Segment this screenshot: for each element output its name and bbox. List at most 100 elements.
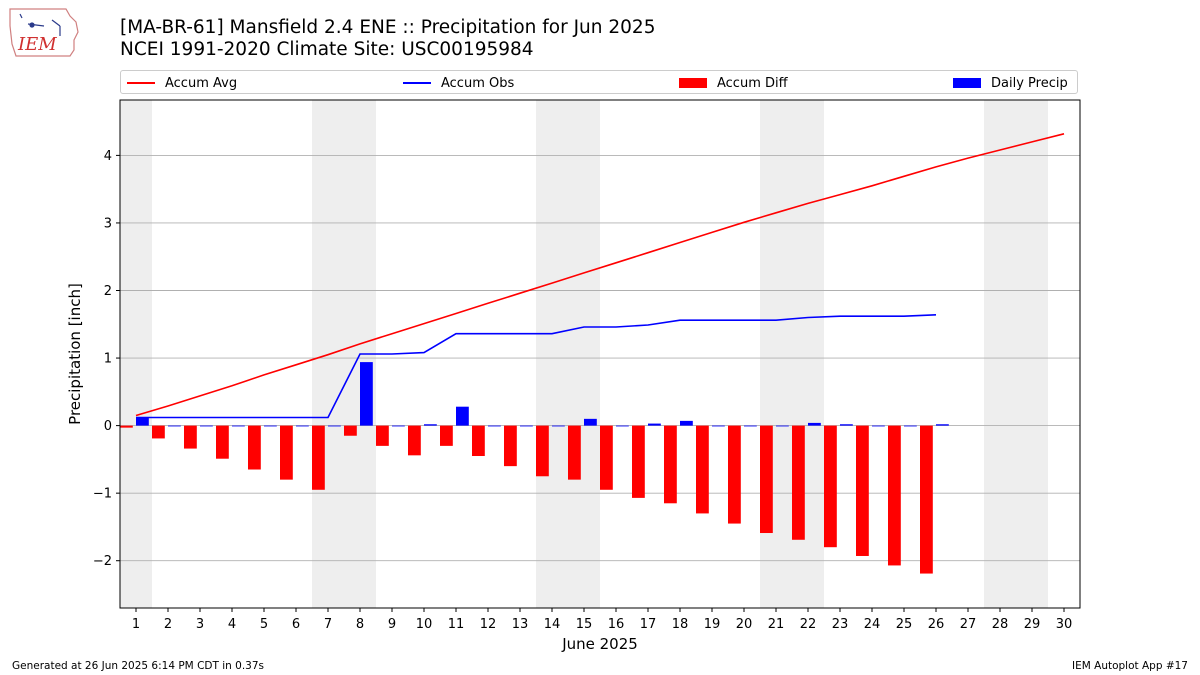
daily-precip-bar [584,418,597,426]
accum-diff-bar [344,425,357,436]
x-tick-label: 18 [672,617,689,632]
x-tick-label: 23 [832,617,849,632]
y-axis-label: Precipitation [inch] [66,283,84,425]
x-tick-label: 24 [864,617,881,632]
accum-diff-bar [248,425,261,470]
accum-diff-bar [856,425,869,556]
legend-label: Daily Precip [991,75,1068,91]
accum-diff-bar [920,425,933,574]
daily-precip-bar [200,425,213,427]
logo-text: IEM [17,34,57,55]
accum-diff-bar [728,425,741,524]
legend-label: Accum Avg [165,75,238,91]
daily-precip-bar [136,417,149,426]
accum-diff-bar [184,425,197,449]
daily-precip-bar [680,420,693,426]
accum-diff-bar [600,425,613,490]
legend-label: Accum Obs [441,75,515,91]
x-tick-label: 9 [388,617,396,632]
daily-precip-bar [168,425,181,427]
x-tick-label: 1 [132,617,140,632]
legend-item-accum-obs: Accum Obs [403,74,514,92]
accum-diff-bar [792,425,805,540]
x-tick-label: 10 [416,617,433,632]
daily-precip-bar [776,425,789,427]
x-tick-label: 5 [260,617,268,632]
accum-diff-bar [216,425,229,459]
accum-diff-bar [408,425,421,456]
legend-swatch [127,82,155,84]
weekend-band [984,100,1048,608]
accum-diff-bar [120,425,133,428]
accum-diff-bar [632,425,645,498]
daily-precip-bar [328,425,341,427]
accum-diff-bar [760,425,773,534]
x-tick-label: 26 [928,617,945,632]
legend-swatch [403,82,431,84]
iem-logo: IEM [8,6,82,62]
chart-title: [MA-BR-61] Mansfield 2.4 ENE :: Precipit… [120,17,655,61]
x-tick-label: 14 [544,617,561,632]
title-line-2: NCEI 1991-2020 Climate Site: USC00195984 [120,39,534,60]
accum-diff-bar [312,425,325,490]
accum-diff-bar [824,425,837,548]
accum-diff-bar [504,425,517,467]
daily-precip-bar [744,425,757,427]
legend-item-daily-precip: Daily Precip [953,74,1068,92]
daily-precip-bar [904,425,917,427]
daily-precip-bar [360,362,373,426]
x-tick-label: 25 [896,617,913,632]
x-tick-label: 17 [640,617,657,632]
accum-diff-bar [472,425,485,457]
legend-item-accum-diff: Accum Diff [679,74,788,92]
accum-diff-bar [280,425,293,480]
daily-precip-bar [616,425,629,427]
accum-obs-line [136,314,937,419]
daily-precip-bar [296,425,309,427]
x-axis-label: June 2025 [561,635,638,653]
accum-diff-bar [152,425,165,439]
accum-diff-bar [568,425,581,480]
x-tick-label: 6 [292,617,300,632]
daily-precip-bar [520,425,533,427]
daily-precip-bar [232,425,245,427]
accum-diff-bar [440,425,453,446]
daily-precip-bar [648,423,661,426]
legend-label: Accum Diff [717,75,788,91]
y-tick-label: 4 [104,149,112,164]
legend-swatch [953,78,981,88]
footer-app: IEM Autoplot App #17 [1072,660,1188,672]
daily-precip-bar [840,424,853,426]
x-tick-label: 20 [736,617,753,632]
y-tick-label: −1 [93,487,112,502]
x-tick-label: 29 [1024,617,1041,632]
x-tick-label: 16 [608,617,625,632]
accum-avg-line [135,133,1065,417]
x-tick-label: 13 [512,617,529,632]
x-tick-label: 21 [768,617,785,632]
y-tick-label: 1 [104,352,112,367]
y-tick-label: 0 [104,419,112,434]
x-tick-label: 11 [448,617,465,632]
daily-precip-bar [712,425,725,427]
daily-precip-bar [264,425,277,427]
plot-frame [119,99,1081,609]
y-tick-label: 2 [104,284,112,299]
x-tick-label: 28 [992,617,1009,632]
x-tick-label: 27 [960,617,977,632]
daily-precip-bar [936,424,949,426]
title-line-1: [MA-BR-61] Mansfield 2.4 ENE :: Precipit… [120,17,656,38]
x-tick-label: 19 [704,617,721,632]
daily-precip-bar [808,422,821,426]
y-tick-label: −2 [93,554,112,569]
x-tick-label: 30 [1056,617,1073,632]
x-tick-label: 3 [196,617,204,632]
daily-precip-bar [392,425,405,427]
x-tick-label: 15 [576,617,593,632]
x-tick-label: 8 [356,617,364,632]
weekend-band [536,100,600,608]
accum-diff-bar [664,425,677,504]
accum-diff-bar [888,425,901,566]
x-tick-label: 4 [228,617,236,632]
